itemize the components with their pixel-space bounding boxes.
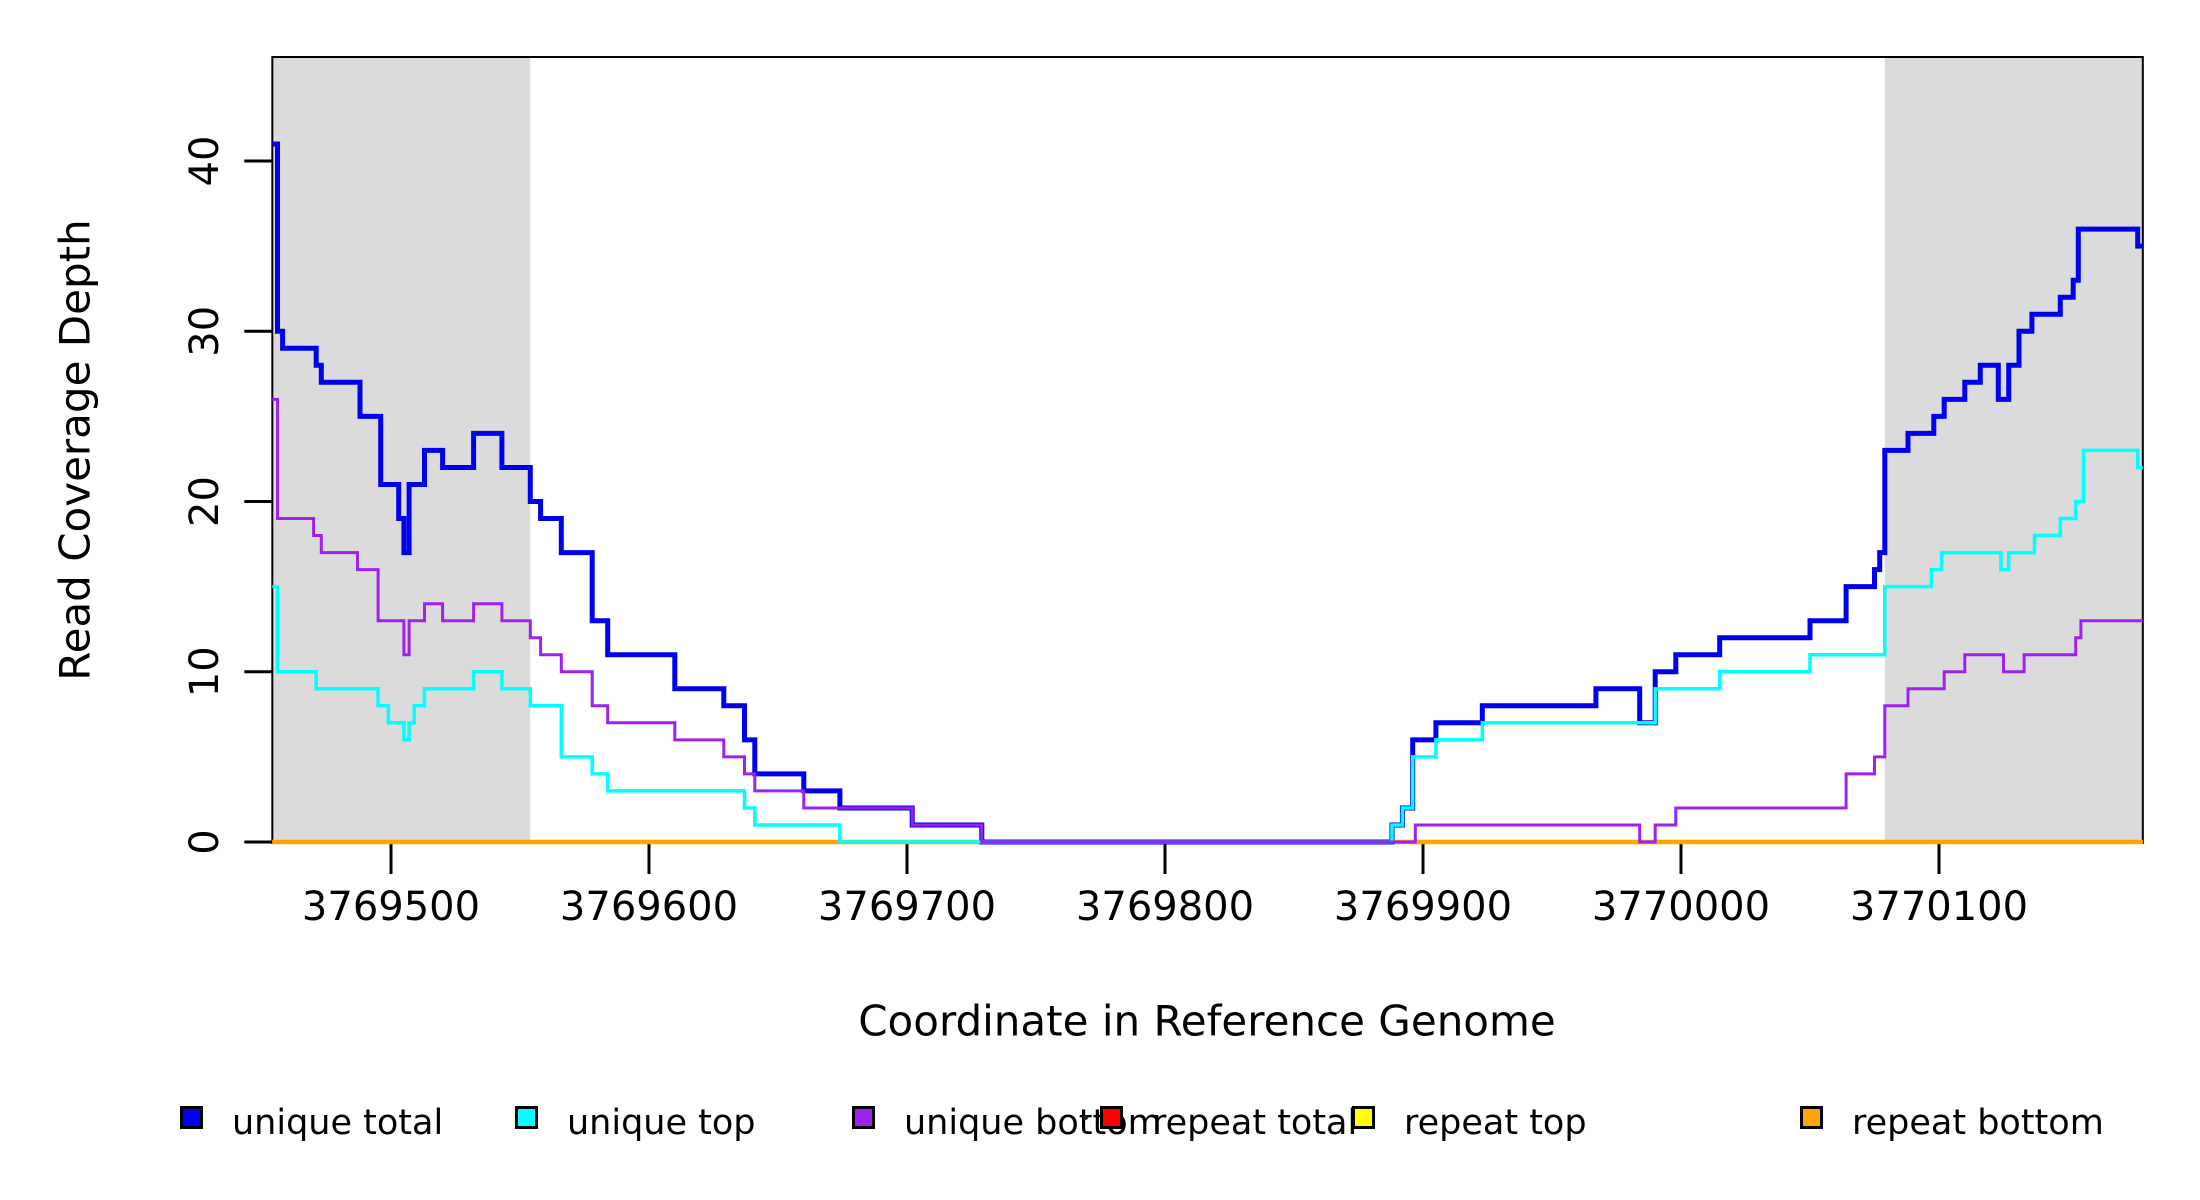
x-tick-label: 3769600 — [560, 884, 738, 930]
legend-swatch-icon — [852, 1106, 875, 1129]
x-tick-label: 3770100 — [1850, 884, 2028, 930]
x-tick-label: 3769500 — [302, 884, 480, 930]
legend-label: unique total — [232, 1103, 444, 1143]
plot-box — [271, 56, 2144, 844]
legend-swatch-icon — [180, 1106, 203, 1129]
legend-swatch-icon — [1352, 1106, 1375, 1129]
x-tick-label: 3770000 — [1592, 884, 1770, 930]
legend-label: repeat top — [1404, 1103, 1587, 1143]
x-tick-label: 3769700 — [818, 884, 996, 930]
legend-label: repeat total — [1152, 1103, 1358, 1143]
x-tick-label: 3769800 — [1076, 884, 1254, 930]
x-tick-label: 3769900 — [1334, 884, 1512, 930]
legend-label: repeat bottom — [1852, 1103, 2104, 1143]
y-tick-label: 0 — [182, 829, 228, 854]
legend-swatch-icon — [515, 1106, 538, 1129]
x-axis-title: Coordinate in Reference Genome — [858, 996, 1556, 1046]
y-axis-title: Read Coverage Depth — [50, 219, 100, 681]
series-unique-bottom — [272, 397, 2143, 844]
y-tick-label: 10 — [182, 646, 228, 697]
y-tick-label: 30 — [182, 306, 228, 357]
legend-label: unique bottom — [904, 1103, 1162, 1143]
series-unique-total — [272, 141, 2143, 845]
shaded-region — [272, 57, 531, 843]
series-unique-top — [272, 448, 2143, 844]
y-tick-label: 20 — [182, 476, 228, 527]
stray-dot — [1083, 1115, 1088, 1120]
legend-swatch-icon — [1800, 1106, 1823, 1129]
legend-swatch-icon — [1100, 1106, 1123, 1129]
legend-label: unique top — [567, 1103, 756, 1143]
y-tick-label: 40 — [182, 136, 228, 187]
